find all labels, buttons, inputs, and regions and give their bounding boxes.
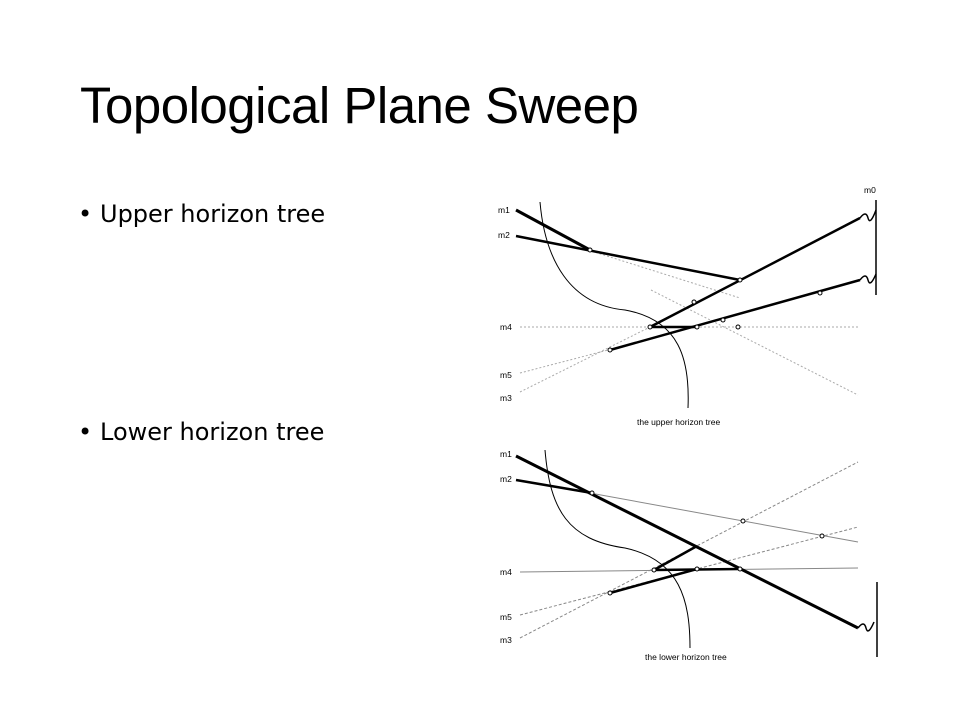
lower-label-m4: m4 bbox=[500, 567, 512, 577]
upper-line-segment bbox=[609, 278, 861, 352]
bullet-dot-icon: • bbox=[78, 200, 93, 228]
lower-label-m2: m2 bbox=[500, 474, 512, 484]
lower-faint-m5 bbox=[519, 526, 859, 616]
upper-horizon-tree-figure: m0 m1 m2 m4 m5 m3 the upper horizon tree bbox=[498, 185, 877, 427]
upper-line-m0 bbox=[649, 216, 861, 329]
upper-sweep-curve bbox=[539, 201, 689, 409]
lower-vertex bbox=[819, 533, 825, 539]
lower-caption: the lower horizon tree bbox=[645, 652, 727, 662]
bullet-lower-horizon-tree: • Lower horizon tree bbox=[78, 418, 324, 446]
lower-label-m1: m1 bbox=[500, 449, 512, 459]
upper-label-m4: m4 bbox=[500, 322, 512, 332]
upper-faint-m1-continuation bbox=[650, 289, 859, 396]
bullet-text: Upper horizon tree bbox=[100, 200, 326, 228]
upper-vertex bbox=[587, 247, 593, 253]
lower-horizon-tree-figure: m1 m2 m4 m5 m3 the lower horizon tree bbox=[500, 449, 878, 662]
upper-vertex bbox=[691, 299, 697, 305]
upper-vertex bbox=[817, 290, 823, 296]
upper-vertex bbox=[720, 317, 726, 323]
upper-faint-m5 bbox=[519, 349, 609, 374]
upper-vertex bbox=[735, 324, 741, 330]
upper-label-m0: m0 bbox=[864, 185, 876, 195]
lower-line-m2 bbox=[515, 478, 593, 495]
slide-title: Topological Plane Sweep bbox=[80, 77, 639, 134]
lower-vertex bbox=[694, 566, 700, 572]
upper-caption: the upper horizon tree bbox=[637, 417, 720, 427]
upper-vertex bbox=[647, 324, 653, 330]
upper-label-m2: m2 bbox=[498, 230, 510, 240]
lower-line-m1 bbox=[515, 454, 859, 630]
upper-wavy-end-bottom bbox=[859, 273, 877, 284]
lower-vertex bbox=[607, 590, 613, 596]
lower-line-upper-seg bbox=[653, 544, 698, 572]
lower-label-m5: m5 bbox=[500, 612, 512, 622]
upper-vertex bbox=[737, 277, 743, 283]
lower-vertex bbox=[740, 518, 746, 524]
upper-line-m2 bbox=[515, 234, 741, 282]
lower-line-lower-seg bbox=[609, 567, 698, 595]
bullet-upper-horizon-tree: • Upper horizon tree bbox=[78, 200, 325, 228]
bullet-dot-icon: • bbox=[78, 418, 93, 446]
upper-label-m5: m5 bbox=[500, 370, 512, 380]
upper-faint-m3 bbox=[519, 326, 651, 393]
upper-vertex bbox=[694, 324, 700, 330]
lower-wavy-end bbox=[857, 621, 875, 632]
upper-faint-m2-continuation bbox=[587, 249, 741, 299]
upper-label-m1: m1 bbox=[498, 205, 510, 215]
lower-vertex bbox=[651, 567, 657, 573]
lower-faint-m2-continuation bbox=[589, 492, 859, 543]
lower-vertex bbox=[737, 566, 743, 572]
bullet-text: Lower horizon tree bbox=[100, 418, 325, 446]
lower-label-m3: m3 bbox=[500, 635, 512, 645]
upper-wavy-end-top bbox=[859, 209, 877, 222]
upper-vertex bbox=[607, 347, 613, 353]
upper-line-m1 bbox=[515, 208, 591, 252]
lower-sweep-curve bbox=[544, 449, 691, 649]
upper-label-m3: m3 bbox=[500, 393, 512, 403]
lower-vertex bbox=[589, 490, 595, 496]
